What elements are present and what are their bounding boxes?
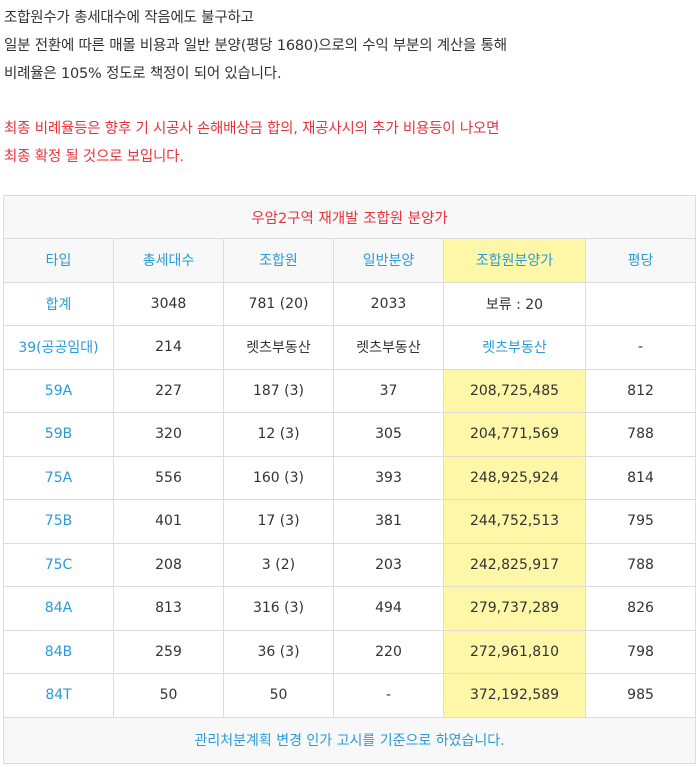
- cell-general: 37: [333, 368, 444, 413]
- intro-text: 조합원수가 총세대수에 작음에도 불구하고 일분 전환에 따른 매몰 비용과 일…: [4, 4, 694, 171]
- table-row: 59B 320 12 (3) 305 204,771,569 788: [3, 412, 697, 457]
- cell-type: 75C: [3, 542, 114, 587]
- cell-total: 813: [113, 586, 224, 631]
- table-row: 84B 259 36 (3) 220 272,961,810 798: [3, 629, 697, 674]
- table-row: 39(공공임대) 214 렛츠부동산 렛츠부동산 렛츠부동산 -: [3, 325, 697, 370]
- cell-member: 160 (3): [223, 455, 334, 500]
- table-footer-note: 관리처분계획 변경 인가 고시를 기준으로 하였습니다.: [2, 716, 697, 764]
- cell-member: 316 (3): [223, 586, 334, 631]
- table-row: 합계 3048 781 (20) 2033 보류 : 20: [3, 281, 697, 326]
- cell-member: 3 (2): [223, 542, 334, 587]
- cell-total: 208: [113, 542, 224, 587]
- cell-member: 렛츠부동산: [223, 325, 334, 370]
- table-header-row: 타입 총세대수 조합원 일반분양 조합원분양가 평당: [3, 238, 697, 283]
- cell-general: 2033: [333, 281, 444, 326]
- cell-type: 84B: [3, 629, 114, 674]
- cell-per-pyeong: 985: [584, 673, 697, 718]
- cell-price: 208,725,485: [443, 368, 586, 413]
- cell-general: -: [333, 673, 444, 718]
- table-row: 84A 813 316 (3) 494 279,737,289 826: [3, 586, 697, 631]
- cell-type: 84A: [3, 586, 114, 631]
- cell-member: 781 (20): [223, 281, 334, 326]
- cell-price: 248,925,924: [443, 455, 586, 500]
- cell-price: 279,737,289: [443, 586, 586, 631]
- warning-line: 최종 비례율등은 향후 기 시공사 손해배상금 합의, 재공사시의 추가 비용등…: [4, 121, 500, 137]
- cell-member: 12 (3): [223, 412, 334, 457]
- cell-price: 244,752,513: [443, 499, 586, 544]
- cell-price: 272,961,810: [443, 629, 586, 674]
- cell-type: 39(공공임대): [3, 325, 114, 370]
- cell-per-pyeong: -: [584, 325, 697, 370]
- cell-per-pyeong: 814: [584, 455, 697, 500]
- cell-total: 214: [113, 325, 224, 370]
- intro-line: 일분 전환에 따른 매몰 비용과 일반 분양(평당 1680)으로의 수익 부분…: [4, 38, 507, 54]
- header-per-pyeong: 평당: [584, 238, 697, 283]
- cell-per-pyeong: 798: [584, 629, 697, 674]
- cell-total: 3048: [113, 281, 224, 326]
- cell-member: 36 (3): [223, 629, 334, 674]
- cell-type: 75A: [3, 455, 114, 500]
- price-table: 우암2구역 재개발 조합원 분양가 타입 총세대수 조합원 일반분양 조합원분양…: [2, 195, 697, 764]
- cell-type: 59B: [3, 412, 114, 457]
- cell-general: 220: [333, 629, 444, 674]
- cell-total: 259: [113, 629, 224, 674]
- cell-general: 393: [333, 455, 444, 500]
- cell-per-pyeong: 795: [584, 499, 697, 544]
- intro-line: 조합원수가 총세대수에 작음에도 불구하고: [4, 10, 254, 26]
- table-row: 59A 227 187 (3) 37 208,725,485 812: [3, 368, 697, 413]
- cell-total: 401: [113, 499, 224, 544]
- cell-total: 227: [113, 368, 224, 413]
- cell-price: 보류 : 20: [443, 281, 586, 326]
- header-general: 일반분양: [333, 238, 444, 283]
- cell-per-pyeong: 826: [584, 586, 697, 631]
- intro-line: 비례율은 105% 정도로 책정이 되어 있습니다.: [4, 66, 282, 82]
- table-row: 75B 401 17 (3) 381 244,752,513 795: [3, 499, 697, 544]
- cell-type: 75B: [3, 499, 114, 544]
- cell-price: 204,771,569: [443, 412, 586, 457]
- cell-type: 합계: [3, 281, 114, 326]
- cell-member: 50: [223, 673, 334, 718]
- cell-per-pyeong: 812: [584, 368, 697, 413]
- cell-price: 렛츠부동산: [443, 325, 586, 370]
- table-row: 75A 556 160 (3) 393 248,925,924 814: [3, 455, 697, 500]
- cell-total: 320: [113, 412, 224, 457]
- cell-member: 17 (3): [223, 499, 334, 544]
- cell-general: 렛츠부동산: [333, 325, 444, 370]
- table-title: 우암2구역 재개발 조합원 분양가: [2, 195, 697, 239]
- cell-price: 242,825,917: [443, 542, 586, 587]
- header-price: 조합원분양가: [443, 238, 586, 283]
- cell-price: 372,192,589: [443, 673, 586, 718]
- header-type: 타입: [3, 238, 114, 283]
- cell-per-pyeong: 788: [584, 412, 697, 457]
- cell-general: 381: [333, 499, 444, 544]
- cell-general: 203: [333, 542, 444, 587]
- cell-general: 494: [333, 586, 444, 631]
- cell-type: 59A: [3, 368, 114, 413]
- cell-general: 305: [333, 412, 444, 457]
- cell-total: 556: [113, 455, 224, 500]
- header-total: 총세대수: [113, 238, 224, 283]
- cell-per-pyeong: 788: [584, 542, 697, 587]
- table-row: 84T 50 50-372,192,589 985: [3, 673, 697, 718]
- cell-per-pyeong: [584, 281, 697, 326]
- cell-member: 187 (3): [223, 368, 334, 413]
- warning-line: 최종 확정 될 것으로 보입니다.: [4, 149, 184, 165]
- cell-type: 84T: [3, 673, 114, 718]
- cell-total: 50: [113, 673, 224, 718]
- header-member: 조합원: [223, 238, 334, 283]
- table-row: 75C 208 3 (2) 203 242,825,917 788: [3, 542, 697, 587]
